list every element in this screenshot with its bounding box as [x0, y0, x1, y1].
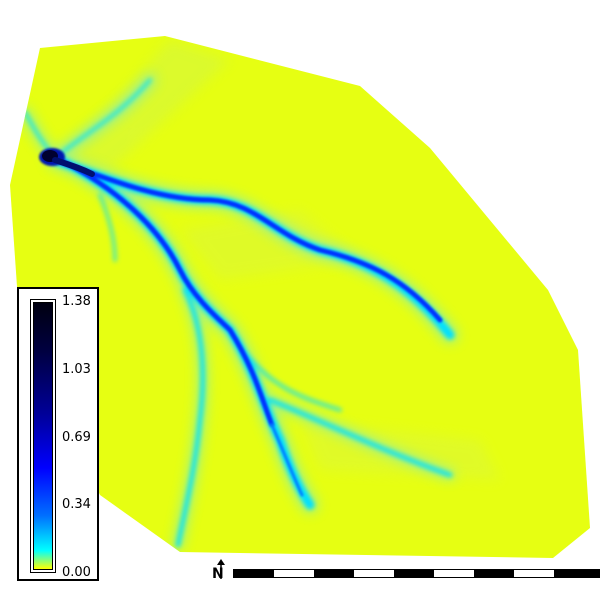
- legend-tick-max: 1.38: [62, 294, 91, 309]
- north-arrow-icon: [217, 559, 225, 579]
- legend-tick-min: 0.00: [62, 565, 91, 580]
- channel-network: [52, 157, 443, 497]
- north-label: N: [212, 566, 224, 582]
- legend-tick-4: 0.34: [62, 497, 91, 512]
- scale-bar: [233, 569, 600, 578]
- terrain-region: [10, 36, 590, 558]
- legend-colorbar: [33, 302, 53, 570]
- legend-tick-3: 0.69: [62, 430, 91, 445]
- outlet-point: [39, 148, 95, 177]
- legend-panel: 1.38 1.03 0.69 0.34 0.00: [17, 287, 99, 581]
- terrain-shading: [60, 40, 500, 480]
- legend-colorbar-frame: [30, 299, 56, 573]
- legend-tick-2: 1.03: [62, 362, 91, 377]
